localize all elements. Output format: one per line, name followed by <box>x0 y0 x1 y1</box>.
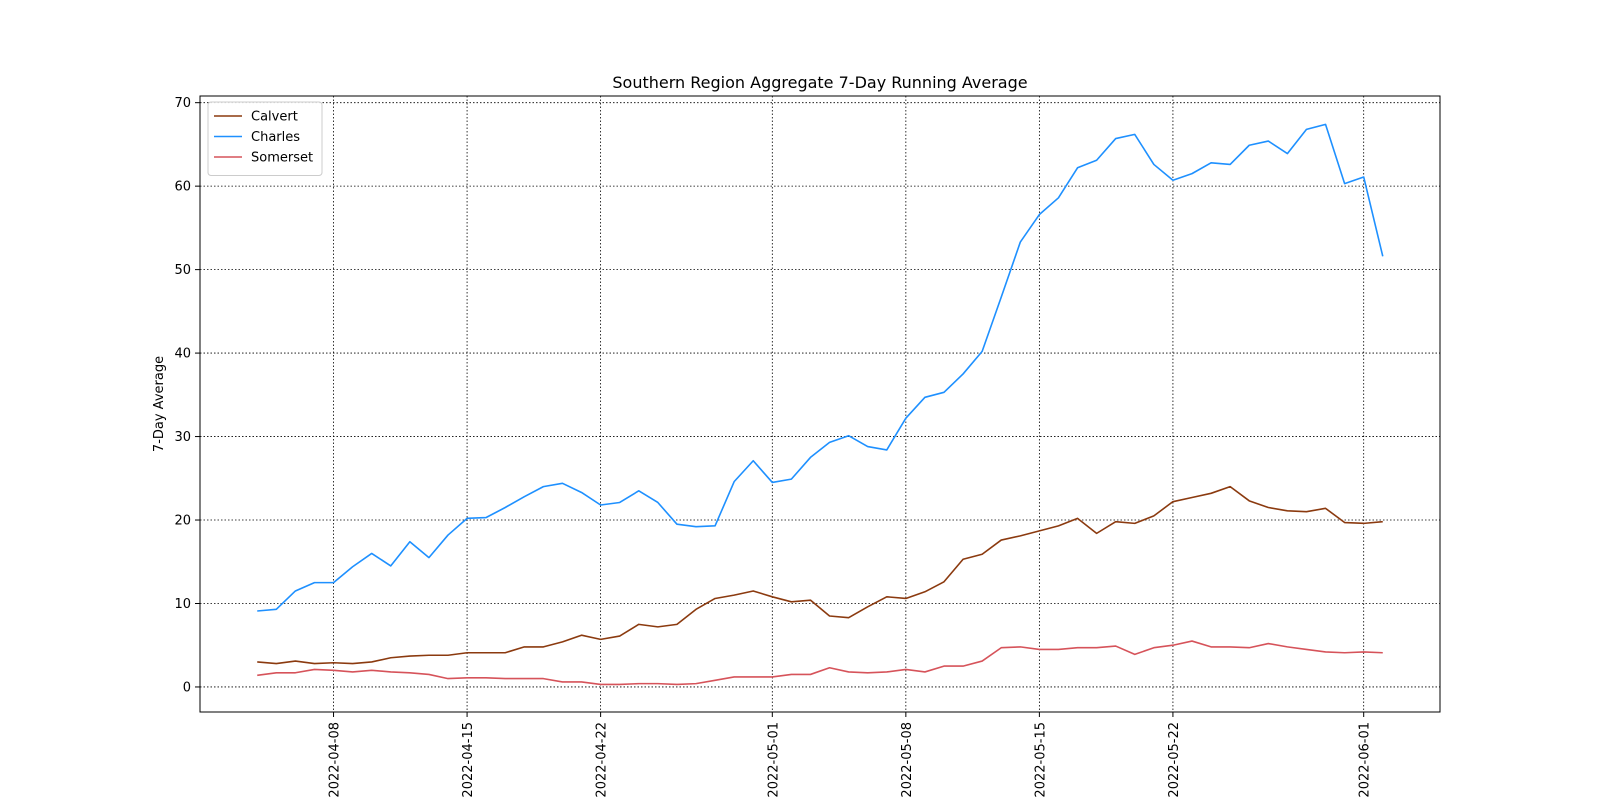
y-tick-label: 70 <box>174 96 191 111</box>
x-tick-label: 2022-05-08 <box>900 722 915 798</box>
series-lines <box>257 123 1384 686</box>
series-line-somerset <box>257 640 1383 686</box>
y-tick-label: 0 <box>183 680 191 695</box>
y-tick-label: 10 <box>174 597 191 612</box>
legend-label-calvert: Calvert <box>251 110 298 125</box>
y-axis: 0 10 20 30 40 50 60 70 <box>174 96 200 695</box>
chart-title: Southern Region Aggregate 7-Day Running … <box>612 73 1027 92</box>
x-axis: 2022-04-08 2022-04-15 2022-04-22 2022-05-01… <box>328 712 1373 798</box>
legend-label-somerset: Somerset <box>251 151 313 166</box>
x-tick-label: 2022-04-22 <box>595 722 610 798</box>
y-tick-label: 20 <box>174 514 191 529</box>
x-tick-label: 2022-05-01 <box>766 722 781 798</box>
y-tick-label: 50 <box>174 263 191 278</box>
x-tick-label: 2022-04-15 <box>461 722 476 798</box>
y-tick-label: 30 <box>174 430 191 445</box>
plot-frame <box>199 95 1441 713</box>
x-tick-label: 2022-05-15 <box>1033 722 1048 798</box>
series-line-charles <box>257 123 1384 612</box>
series-line-calvert <box>257 485 1383 665</box>
grid-lines <box>200 96 1440 712</box>
y-tick-label: 40 <box>174 347 191 362</box>
y-tick-label: 60 <box>174 180 191 195</box>
x-tick-label: 2022-05-22 <box>1167 722 1182 798</box>
x-tick-label: 2022-04-08 <box>328 722 343 798</box>
legend-label-charles: Charles <box>251 130 300 145</box>
legend: Calvert Charles Somerset <box>207 101 323 176</box>
x-tick-label: 2022-06-01 <box>1358 722 1373 798</box>
y-axis-label: 7-Day Average <box>152 356 167 452</box>
plot-background <box>200 96 1440 712</box>
